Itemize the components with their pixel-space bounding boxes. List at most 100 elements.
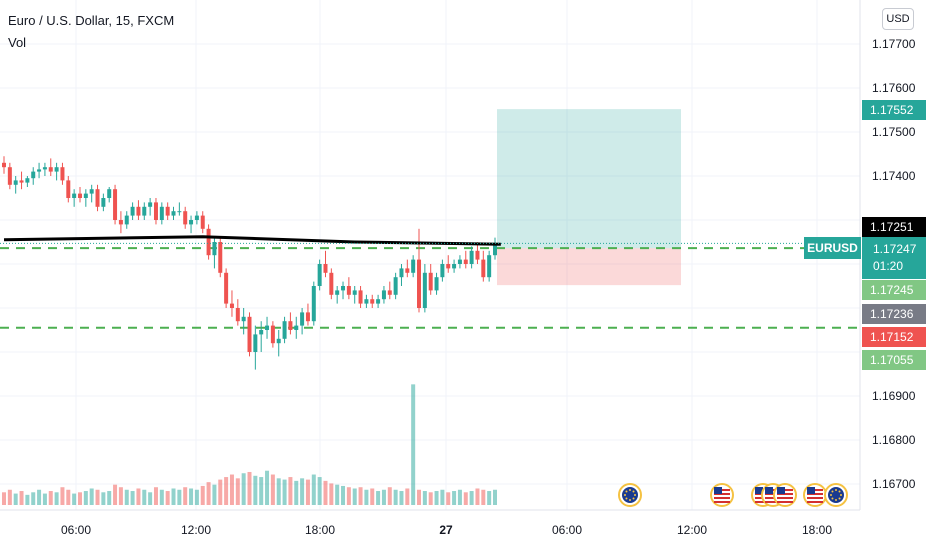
candle[interactable] (300, 312, 305, 326)
candle[interactable] (77, 193, 82, 198)
candle[interactable] (235, 308, 240, 322)
candle[interactable] (446, 264, 451, 269)
candle[interactable] (171, 211, 176, 216)
candle[interactable] (352, 290, 357, 295)
candle[interactable] (323, 264, 328, 273)
candle[interactable] (13, 180, 18, 185)
candle[interactable] (294, 325, 299, 330)
candle[interactable] (177, 211, 182, 213)
candle[interactable] (194, 215, 199, 220)
candle[interactable] (422, 272, 427, 308)
candle[interactable] (387, 290, 392, 295)
loss-zone[interactable] (497, 248, 681, 286)
candle[interactable] (118, 220, 123, 225)
candle[interactable] (434, 277, 439, 291)
candle[interactable] (229, 303, 234, 308)
candle[interactable] (107, 189, 112, 198)
candle[interactable] (48, 167, 53, 172)
candle[interactable] (31, 171, 36, 179)
candle[interactable] (183, 211, 188, 225)
candle[interactable] (89, 189, 94, 194)
candle[interactable] (136, 206, 141, 216)
candle[interactable] (95, 189, 100, 207)
candle[interactable] (428, 272, 433, 291)
candle[interactable] (2, 162, 6, 168)
candle[interactable] (405, 268, 410, 273)
candle[interactable] (481, 259, 486, 278)
candle[interactable] (54, 167, 59, 172)
volume-bar (434, 491, 439, 505)
candle[interactable] (270, 325, 275, 344)
candle[interactable] (189, 220, 194, 225)
candle[interactable] (399, 268, 404, 278)
candle[interactable] (224, 272, 229, 304)
candle[interactable] (83, 193, 88, 198)
candle[interactable] (341, 286, 346, 291)
candle[interactable] (218, 242, 223, 273)
candle[interactable] (305, 312, 310, 322)
candle[interactable] (19, 180, 24, 183)
candle[interactable] (60, 167, 65, 181)
candle[interactable] (148, 202, 153, 207)
candle[interactable] (66, 180, 71, 198)
volume-bar (148, 492, 153, 505)
candle[interactable] (130, 206, 135, 216)
candle[interactable] (346, 286, 351, 295)
candle[interactable] (276, 338, 281, 344)
candle[interactable] (124, 215, 129, 225)
trend-line[interactable] (3, 235, 501, 246)
candle[interactable] (364, 299, 369, 304)
volume-bar (381, 489, 386, 505)
volume-bar (54, 492, 59, 505)
candle[interactable] (253, 334, 258, 352)
candle[interactable] (142, 206, 147, 216)
symbol-title[interactable]: Euro / U.S. Dollar, 15, FXCM (8, 13, 175, 28)
candle[interactable] (101, 198, 106, 207)
profit-zone[interactable] (497, 109, 681, 249)
candle[interactable] (165, 206, 170, 216)
candle[interactable] (159, 206, 164, 220)
candle[interactable] (463, 259, 468, 264)
candle[interactable] (493, 243, 497, 256)
volume-indicator-label[interactable]: Vol (8, 35, 27, 50)
candle[interactable] (200, 215, 205, 229)
candle[interactable] (417, 259, 422, 308)
candle[interactable] (317, 264, 322, 286)
candle[interactable] (358, 290, 363, 304)
currency-button[interactable]: USD (882, 8, 914, 30)
candle[interactable] (411, 259, 416, 273)
candle[interactable] (475, 250, 480, 260)
candle[interactable] (440, 264, 445, 278)
candle[interactable] (247, 316, 252, 352)
candle[interactable] (265, 325, 270, 330)
candle[interactable] (329, 272, 334, 295)
candle[interactable] (469, 250, 474, 264)
candle[interactable] (241, 316, 246, 322)
candle[interactable] (206, 228, 211, 256)
candle[interactable] (37, 169, 42, 172)
candle[interactable] (311, 286, 316, 322)
volume-bar (224, 477, 229, 505)
candle[interactable] (42, 167, 47, 170)
candle[interactable] (25, 178, 30, 183)
eu-star (830, 494, 832, 496)
candle[interactable] (288, 321, 293, 330)
candle[interactable] (487, 255, 492, 278)
candle[interactable] (72, 193, 77, 198)
candle[interactable] (212, 242, 217, 256)
candle[interactable] (457, 259, 462, 264)
candle[interactable] (7, 167, 12, 185)
candle[interactable] (393, 277, 398, 295)
candle[interactable] (282, 321, 287, 339)
candle[interactable] (259, 330, 264, 335)
candle[interactable] (153, 202, 158, 220)
candle[interactable] (113, 189, 118, 220)
candle[interactable] (452, 264, 457, 269)
candle[interactable] (370, 299, 375, 304)
candle[interactable] (376, 299, 381, 304)
volume-bar (171, 488, 176, 505)
candle[interactable] (381, 290, 386, 300)
volume-bar (159, 489, 164, 505)
candle[interactable] (335, 290, 340, 295)
